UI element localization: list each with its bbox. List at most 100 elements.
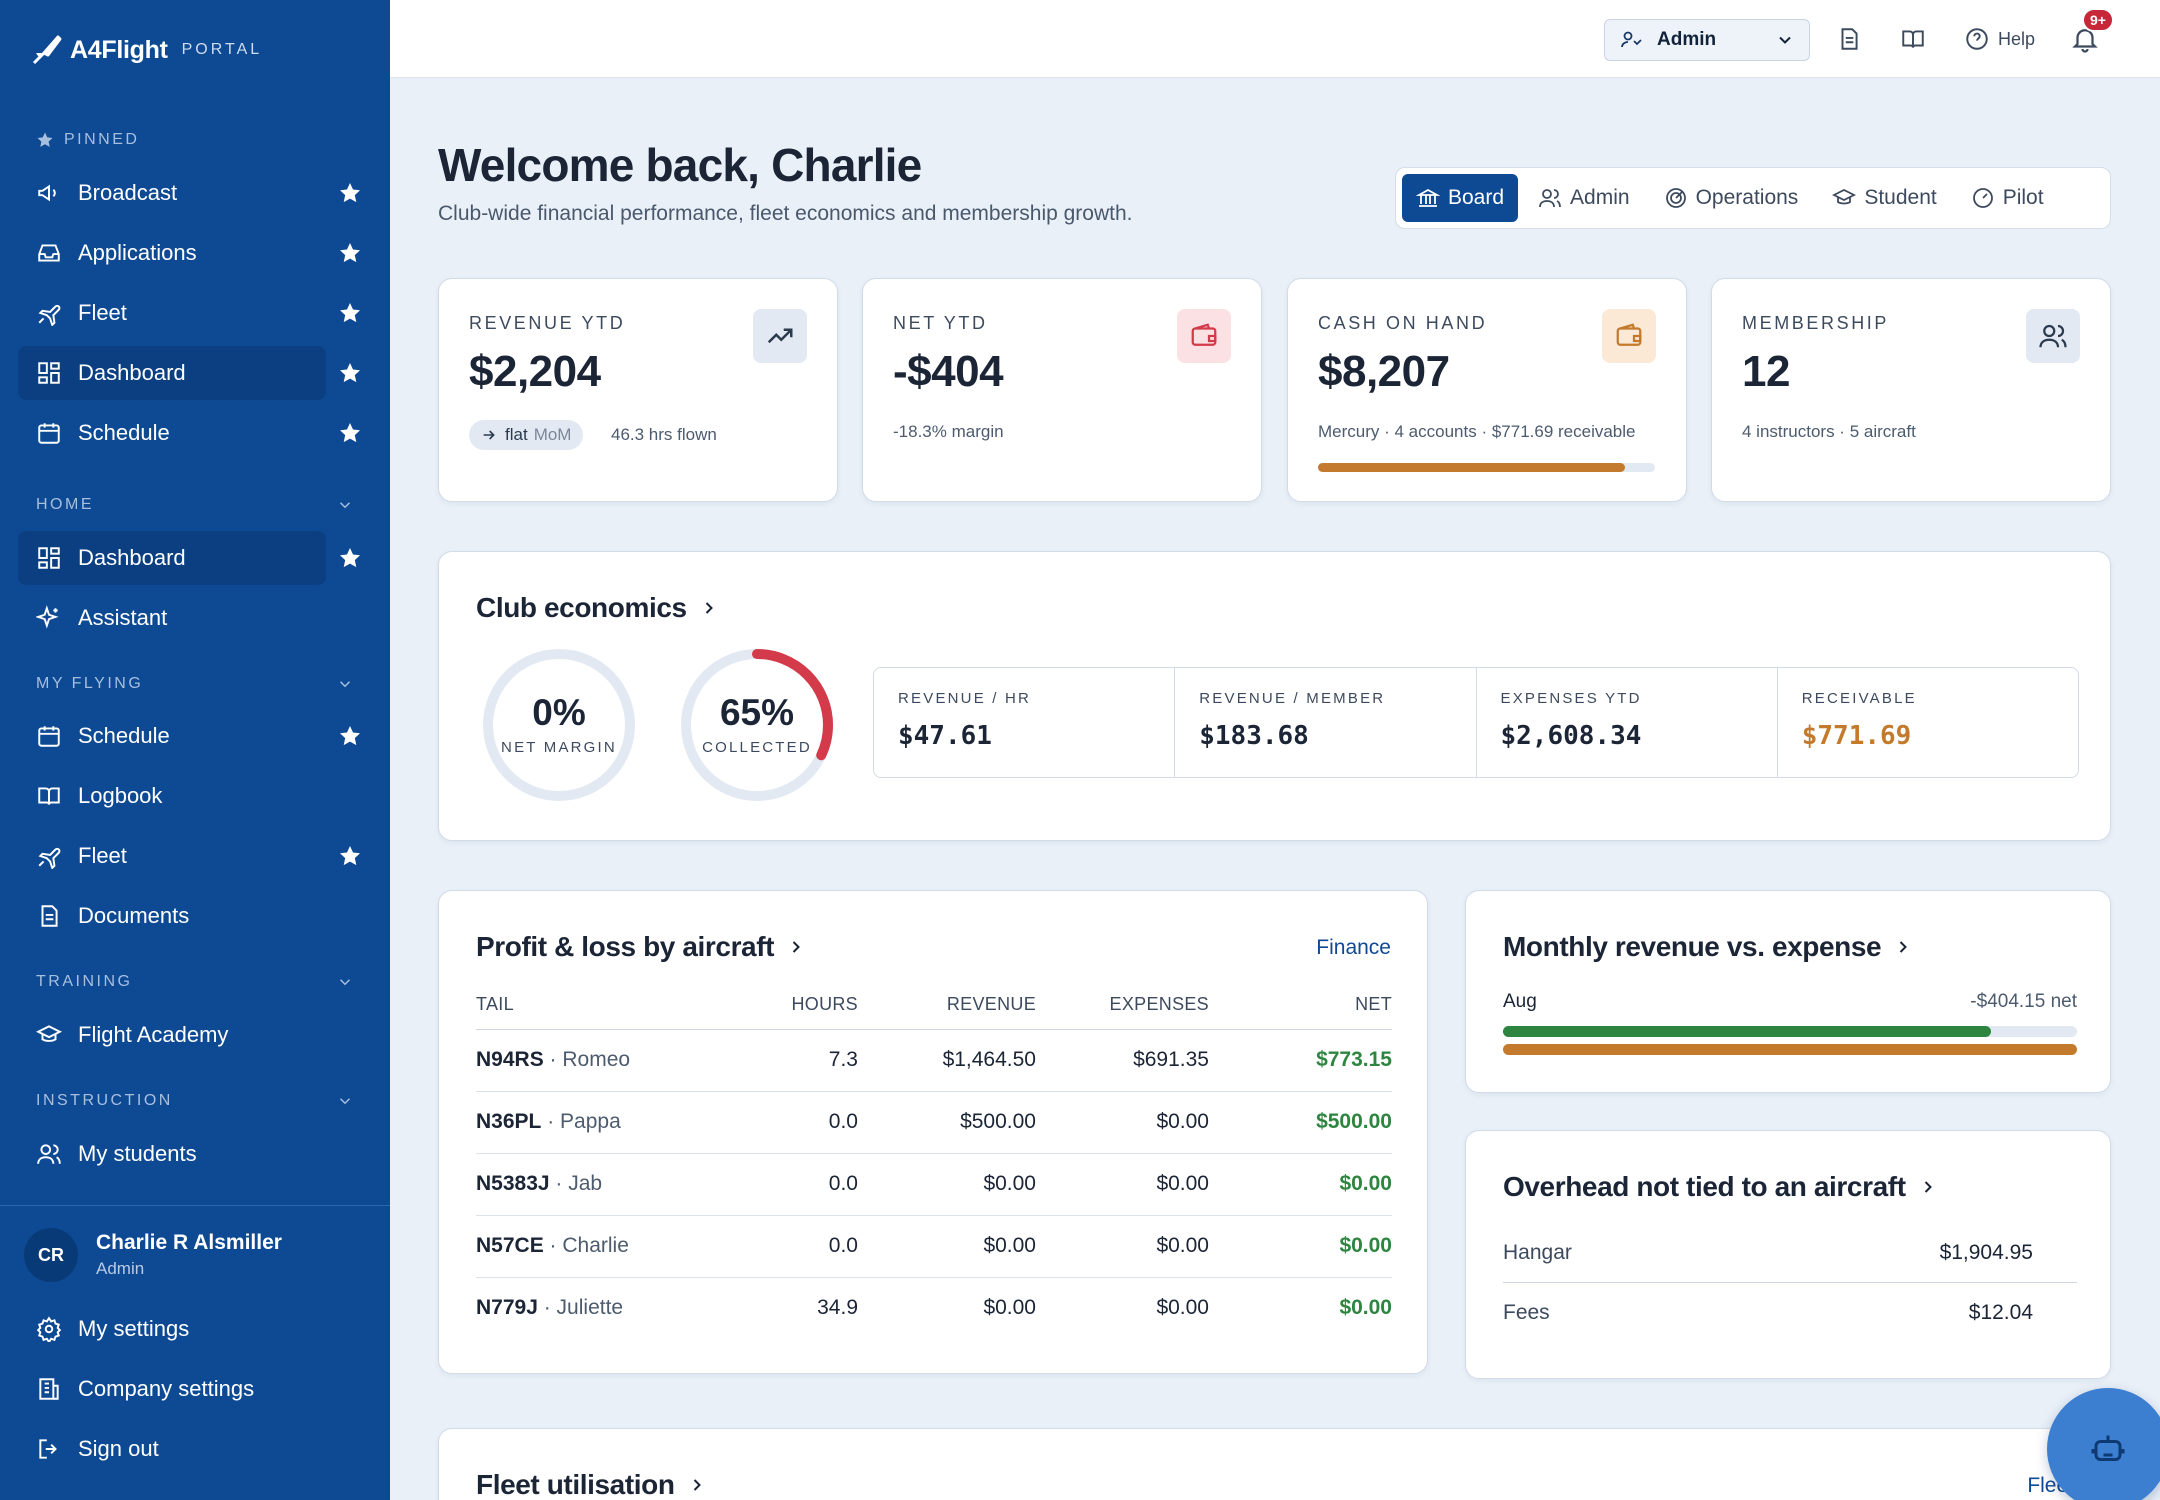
hours-cell: 0.0 [726,1091,858,1154]
sidebar-item-sign-out[interactable]: Sign out [18,1422,326,1476]
sidebar-item-label: Broadcast [78,180,178,205]
divider [1503,1282,2077,1283]
sidebar-item-label: Company settings [78,1376,255,1401]
star-icon[interactable] [338,241,362,265]
star-icon[interactable] [338,181,362,205]
trend-icon-box [753,309,807,363]
sidebar-item-schedule[interactable]: Schedule [18,709,326,763]
tab-pilot[interactable]: Pilot [1957,174,2058,222]
tab-admin[interactable]: Admin [1524,174,1644,222]
sidebar-item-assistant[interactable]: Assistant [18,591,326,645]
topbar: Admin Help 9+ [390,0,2160,78]
document-icon[interactable] [1836,26,1862,52]
column-header[interactable]: NET [1209,981,1392,1030]
wallet-icon [1616,323,1642,346]
star-icon[interactable] [338,724,362,748]
user-profile[interactable]: CR Charlie R Alsmiller Admin [24,1228,282,1282]
graduation-cap-icon [36,1025,62,1042]
sidebar-item-applications[interactable]: Applications [18,226,326,280]
users-icon [2039,324,2067,348]
metrics-strip: REVENUE / HR $47.61 REVENUE / MEMBER $18… [873,667,2079,778]
tab-label: Student [1864,186,1937,209]
user-name: Charlie R Alsmiller [96,1231,282,1254]
wallet-icon-box [1602,309,1656,363]
expenses-cell: $0.00 [1036,1153,1209,1216]
section-home[interactable]: HOME [36,496,354,514]
star-icon[interactable] [338,301,362,325]
column-header[interactable]: HOURS [726,981,858,1030]
sidebar-item-logbook[interactable]: Logbook [18,769,326,823]
stat-value: 12 [1742,347,1790,396]
sidebar-item-fleet[interactable]: Fleet [18,829,326,883]
overhead-row: Hangar $1,904.95 [1503,1241,2033,1265]
brand-name: A4Flight [70,35,168,64]
section-title[interactable]: Profit & loss by aircraft [476,931,806,963]
assistant-fab[interactable] [2047,1388,2160,1500]
tail-number: N779J [476,1296,538,1320]
sidebar-item-documents[interactable]: Documents [18,889,326,943]
sidebar-item-my-settings[interactable]: My settings [18,1302,326,1356]
role-select-value: Admin [1657,29,1717,50]
table-row[interactable]: N779J · Juliette 34.9 $0.00 $0.00 $0.00 [476,1277,1392,1339]
brand[interactable]: A4Flight PORTAL [30,30,262,70]
column-header[interactable]: REVENUE [858,981,1036,1030]
chevron-down-icon [339,1098,351,1105]
tab-student[interactable]: Student [1818,174,1950,222]
table-header: TAIL HOURS REVENUE EXPENSES NET [476,981,1392,1030]
section-pinned: PINNED [36,131,354,149]
section-title[interactable]: Monthly revenue vs. expense [1503,931,1913,963]
sidebar-item-my-students[interactable]: My students [18,1127,326,1181]
sidebar-item-dashboard[interactable]: Dashboard [18,531,326,585]
tab-operations[interactable]: Operations [1650,174,1813,222]
role-select[interactable]: Admin [1604,19,1810,61]
star-icon[interactable] [338,844,362,868]
stat-card-membership[interactable]: MEMBERSHIP 12 4 instructors · 5 aircraft [1711,278,2111,502]
revenue-cell: $500.00 [858,1091,1036,1154]
sidebar-item-dashboard[interactable]: Dashboard [18,346,326,400]
section-title[interactable]: Club economics [476,592,719,624]
stat-card-net[interactable]: NET YTD -$404 -18.3% margin [862,278,1262,502]
stat-card-cash[interactable]: CASH ON HAND $8,207 Mercury · 4 accounts… [1287,278,1687,502]
expense-bar-fill [1503,1044,2077,1055]
chevron-right-icon [693,1479,701,1491]
section-title[interactable]: Overhead not tied to an aircraft [1503,1171,1938,1203]
star-icon[interactable] [338,546,362,570]
tail-cell: N779J · Juliette [476,1277,726,1339]
sidebar-item-schedule[interactable]: Schedule [18,406,326,460]
sidebar-item-company-settings[interactable]: Company settings [18,1362,326,1416]
table-row[interactable]: N5383J · Jab 0.0 $0.00 $0.00 $0.00 [476,1153,1392,1216]
sidebar-item-label: Dashboard [78,545,186,570]
sidebar-item-flight-academy[interactable]: Flight Academy [18,1008,326,1062]
stat-card-revenue[interactable]: REVENUE YTD $2,204 flat MoM 46.3 hrs flo… [438,278,838,502]
table-row[interactable]: N36PL · Pappa 0.0 $500.00 $0.00 $500.00 [476,1091,1392,1154]
tab-board[interactable]: Board [1402,174,1519,222]
stat-value: $8,207 [1318,347,1450,396]
chevron-right-icon [792,941,801,953]
tail-cell: N94RS · Romeo [476,1029,726,1092]
book-icon[interactable] [1900,26,1926,52]
net-cell: $0.00 [1339,1296,1392,1320]
star-icon[interactable] [338,361,362,385]
revenue-bar-fill [1503,1026,1991,1037]
section-my-flying[interactable]: MY FLYING [36,675,354,693]
help-button[interactable]: Help [1964,26,2035,52]
column-header[interactable]: EXPENSES [1036,981,1209,1030]
table-row[interactable]: N57CE · Charlie 0.0 $0.00 $0.00 $0.00 [476,1215,1392,1278]
star-icon[interactable] [338,421,362,445]
sidebar-item-fleet[interactable]: Fleet [18,286,326,340]
sidebar-item-label: Schedule [78,420,170,445]
stat-note: 4 instructors · 5 aircraft [1742,422,1916,441]
section-instruction[interactable]: INSTRUCTION [36,1092,354,1110]
users-icon [1539,189,1561,208]
finance-link[interactable]: Finance [1316,936,1391,959]
metric-label: EXPENSES YTD [1500,690,1642,707]
column-header[interactable]: TAIL [476,981,726,1030]
sidebar-item-broadcast[interactable]: Broadcast [18,166,326,220]
section-title[interactable]: Fleet utilisation [476,1469,707,1500]
table-row[interactable]: N94RS · Romeo 7.3 $1,464.50 $691.35 $773… [476,1029,1392,1092]
metric-receivable: RECEIVABLE $771.69 [1778,668,2078,777]
section-training[interactable]: TRAINING [36,973,354,991]
hours-cell: 0.0 [726,1215,858,1278]
user-role: Admin [96,1259,145,1278]
tail-number: N94RS [476,1048,544,1071]
